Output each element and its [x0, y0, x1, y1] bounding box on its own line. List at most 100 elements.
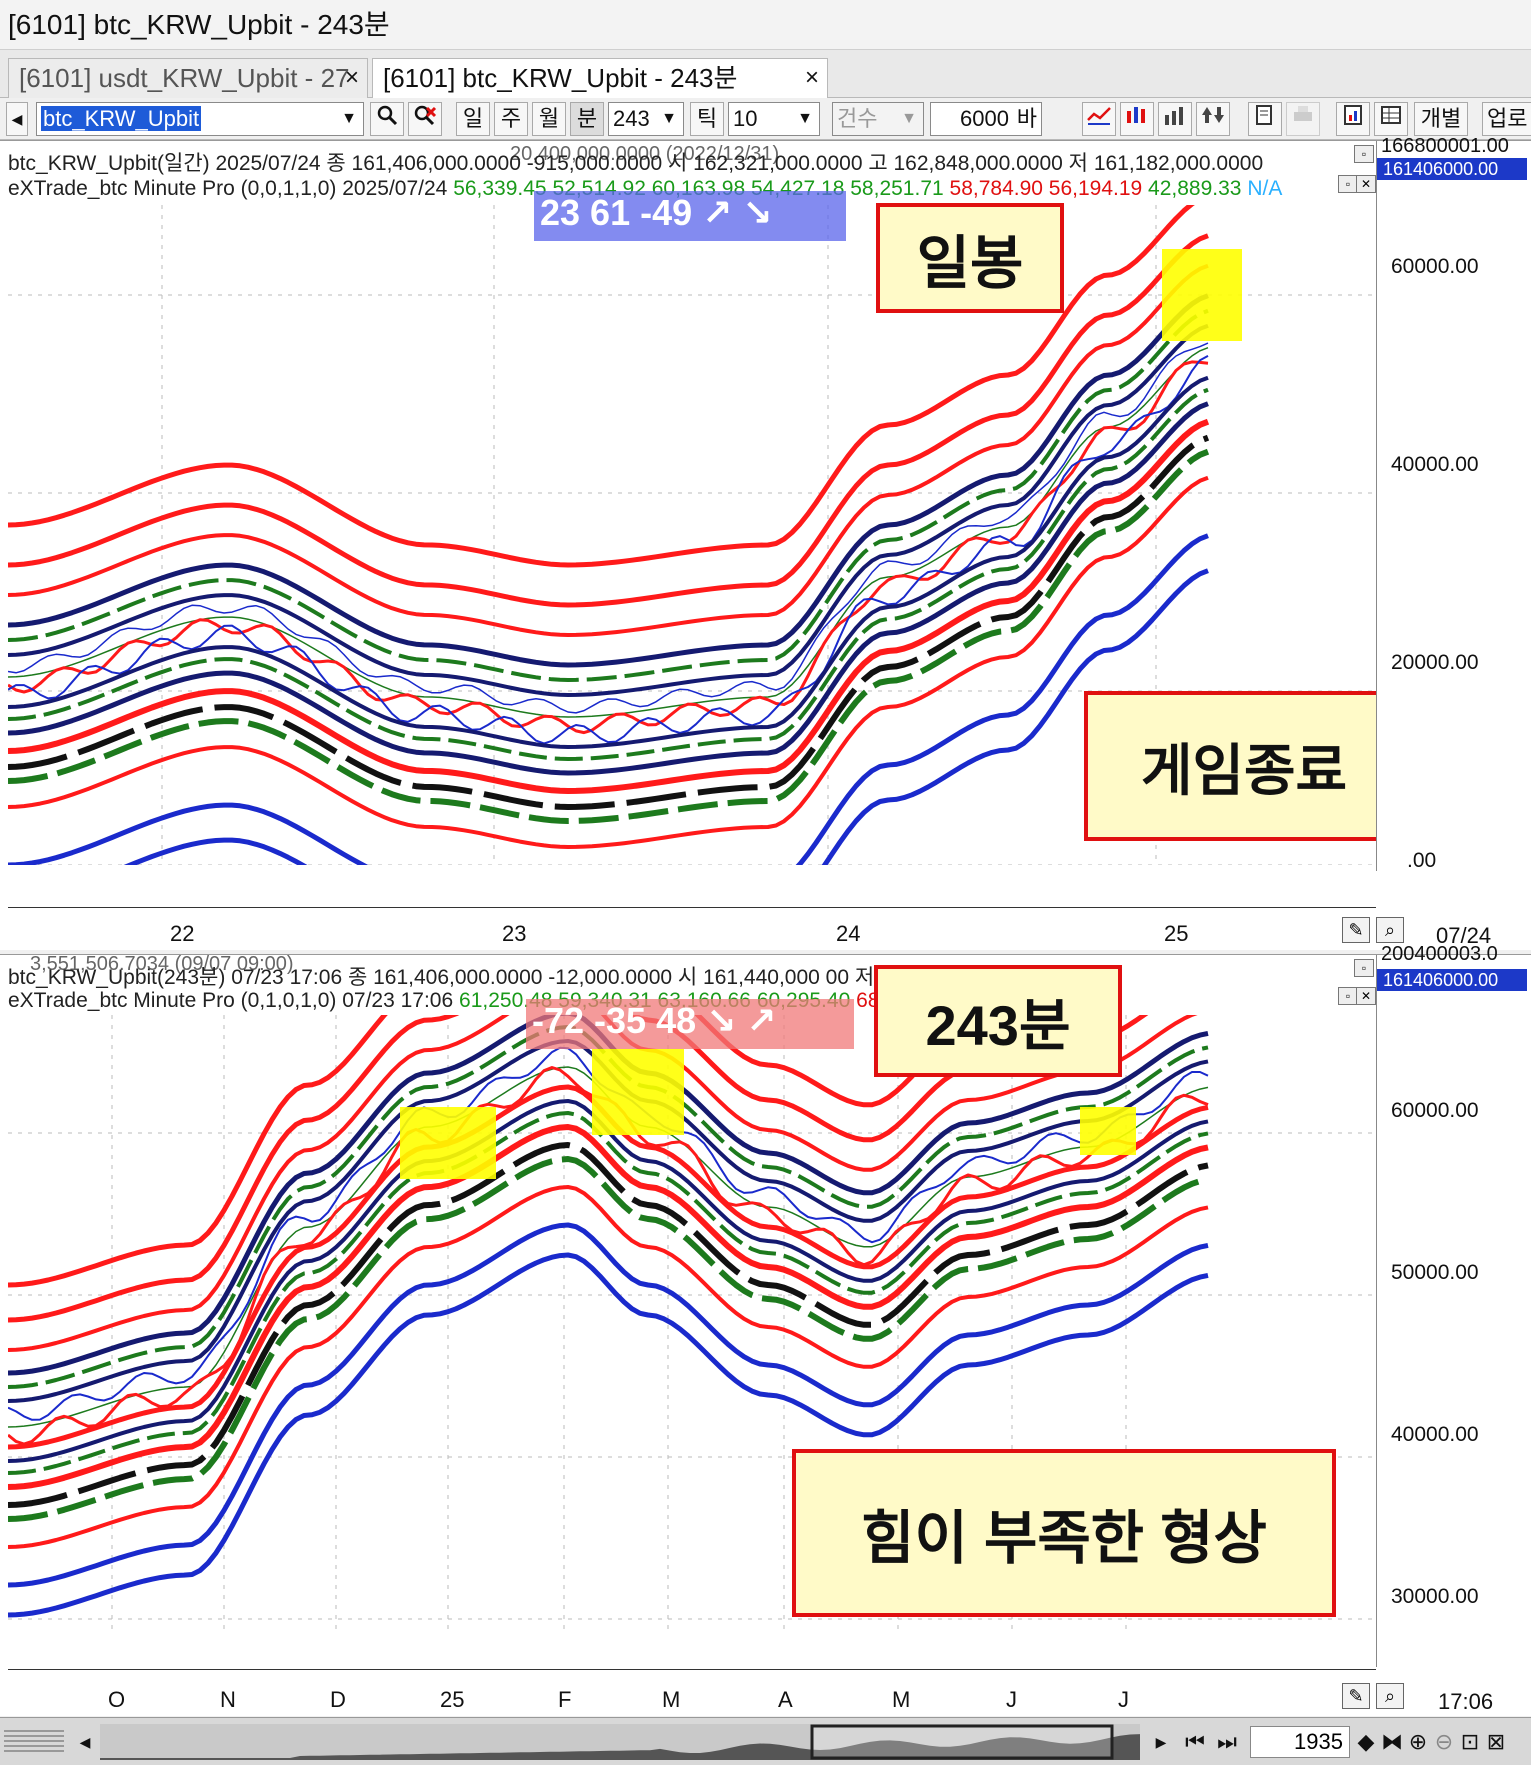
band-line — [8, 475, 1209, 849]
maximize-icon[interactable]: ▫ — [1354, 959, 1374, 977]
document-icon[interactable] — [1248, 102, 1282, 136]
fit-icon[interactable]: ⊡ — [1460, 1729, 1480, 1754]
band-line — [8, 205, 1195, 568]
toolbar: ◀ btc_KRW_Upbit ▼ 일 주 월 분 243 ▼ 틱 10 ▼ 건… — [0, 98, 1531, 140]
chevron-down-icon: ▼ — [661, 110, 677, 127]
pencil-icon[interactable]: ✎ — [1342, 1683, 1370, 1709]
band-line — [8, 375, 1209, 749]
annotation-243: 243분 — [874, 965, 1122, 1077]
compress-icon[interactable]: ◆ — [1357, 1729, 1375, 1754]
overlay-line: 3,551,506.7034 (09/07 09:00) — [30, 953, 294, 975]
annotation-daily: 일봉 — [876, 203, 1064, 313]
scroll-right-icon[interactable]: ▶ — [1155, 1734, 1167, 1750]
updown-icon[interactable] — [1196, 102, 1230, 136]
x-label: A — [778, 1687, 793, 1712]
zoom-in-icon[interactable]: ⊕ — [1408, 1729, 1428, 1754]
table-icon[interactable] — [1374, 102, 1408, 136]
bar-count-input[interactable]: 6000 바 — [930, 102, 1042, 136]
zoom-out-icon[interactable]: ⊖ — [1434, 1729, 1454, 1754]
indicator-name: eXTrade_btc Minute Pro (0,0,1,1,0) 2025/… — [8, 177, 448, 200]
chevron-down-icon: ▼ — [901, 110, 917, 127]
candle-chart-icon[interactable] — [1120, 102, 1154, 136]
band-line — [8, 1222, 1209, 1588]
close-icon[interactable]: × — [344, 64, 359, 91]
band-line — [8, 293, 1209, 668]
x-label: J — [1006, 1687, 1017, 1712]
x-label: F — [558, 1687, 572, 1712]
restore-icon[interactable]: ▫ — [1338, 175, 1358, 193]
tick-button[interactable]: 틱 — [690, 102, 724, 136]
restore-icon[interactable]: ▫ — [1338, 987, 1358, 1005]
current-price-tag: 161406000.00 — [1377, 158, 1527, 180]
band-line — [8, 355, 1209, 745]
indicator-value: 56,194.19 — [1042, 177, 1143, 200]
band-line — [8, 418, 1210, 794]
close-icon[interactable]: ✕ — [1356, 175, 1376, 193]
price-line: btc_KRW_Upbit(일간) 2025/07/24 종 161,406,0… — [8, 152, 1264, 175]
tab-btc[interactable]: [6101] btc_KRW_Upbit - 243분 × — [372, 58, 828, 99]
period-minute-button[interactable]: 분 — [570, 102, 604, 136]
signal-box: -72 -35 48 ↘ ↗ — [526, 999, 854, 1049]
daily-price-chart[interactable] — [8, 205, 1376, 865]
fast-forward-icon[interactable]: ⏭ — [1217, 1729, 1237, 1754]
indicator-value: 58,784.90 — [943, 177, 1043, 200]
upload-button[interactable]: 업로 — [1482, 102, 1531, 136]
bar-chart-icon[interactable] — [1158, 102, 1192, 136]
maximize-icon[interactable]: ▫ — [1354, 145, 1374, 163]
print-icon[interactable] — [1286, 102, 1320, 136]
time-label: 17:06 — [1438, 1689, 1494, 1714]
trend-tool-icon[interactable] — [1082, 102, 1116, 136]
grip-icon[interactable] — [4, 1730, 64, 1754]
scroll-overview[interactable] — [100, 1724, 1140, 1760]
tab-usdt[interactable]: [6101] usdt_KRW_Upbit - 27분 × — [8, 58, 368, 131]
y-label: .00 — [1407, 849, 1437, 872]
close-icon[interactable]: ✕ — [1356, 987, 1376, 1005]
pencil-icon[interactable]: ✎ — [1342, 917, 1370, 943]
zoom-icon[interactable]: ⌕ — [1376, 917, 1404, 943]
annotation-game-over: 게임종료 — [1084, 691, 1404, 841]
report-icon[interactable] — [1336, 102, 1370, 136]
search-icon[interactable] — [370, 102, 404, 136]
rewind-icon[interactable]: ⏮ — [1185, 1729, 1205, 1754]
chevron-down-icon: ▼ — [797, 110, 813, 127]
x-label: 25 — [440, 1687, 465, 1712]
expand-icon[interactable]: ⧓ — [1381, 1729, 1403, 1754]
count-select[interactable]: 건수 ▼ — [832, 102, 924, 136]
y-label: 50000.00 — [1391, 1261, 1479, 1284]
price-scale[interactable]: 200400003.0 161406000.00 60000.00 50000.… — [1376, 943, 1531, 1667]
price-scale[interactable]: 166800001.00 161406000.00 60000.00 40000… — [1376, 135, 1531, 872]
symbol-select[interactable]: btc_KRW_Upbit ▼ — [36, 102, 364, 136]
minute-value: 243 — [613, 106, 650, 131]
band-line — [8, 308, 1209, 682]
individual-button[interactable]: 개별 — [1414, 102, 1468, 136]
x-label: N — [220, 1687, 236, 1712]
current-price-tag: 161406000.00 — [1377, 969, 1527, 991]
scroll-left-icon[interactable]: ◀ — [79, 1734, 91, 1750]
x-label: O — [108, 1687, 126, 1712]
visible-count-input[interactable]: 1935 — [1250, 1726, 1350, 1758]
window-title: [6101] btc_KRW_Upbit - 243분 — [0, 0, 1531, 50]
y-label: 60000.00 — [1391, 1099, 1479, 1122]
close-icon[interactable]: ⊠ — [1486, 1729, 1506, 1754]
count-label: 건수 — [837, 106, 878, 131]
tick-select[interactable]: 10 ▼ — [728, 102, 820, 136]
zoom-icon[interactable]: ⌕ — [1376, 1683, 1404, 1709]
navigation-bar: ◀ ▶ ⏮ ⏭ 1935 ◆ ⧓ ⊕ ⊖ ⊡ ⊠ — [0, 1717, 1531, 1765]
x-label: M — [662, 1687, 681, 1712]
band-line — [8, 263, 1209, 637]
price-line: btc_KRW_Upbit(243분) 07/23 17:06 종 161,40… — [8, 966, 1050, 989]
chevron-down-icon: ▼ — [341, 110, 357, 127]
search-remove-icon[interactable] — [408, 102, 442, 136]
period-month-button[interactable]: 월 — [532, 102, 566, 136]
period-day-button[interactable]: 일 — [456, 102, 490, 136]
date-label: 07/24 — [1436, 923, 1492, 948]
minute-select[interactable]: 243 ▼ — [608, 102, 684, 136]
band-line — [8, 533, 1209, 865]
x-label: 24 — [836, 921, 861, 946]
band-line — [8, 401, 1209, 776]
close-icon[interactable]: × — [804, 64, 819, 91]
y-label: 20000.00 — [1391, 651, 1479, 674]
period-week-button[interactable]: 주 — [494, 102, 528, 136]
scroll-left-icon[interactable]: ◀ — [6, 102, 28, 136]
